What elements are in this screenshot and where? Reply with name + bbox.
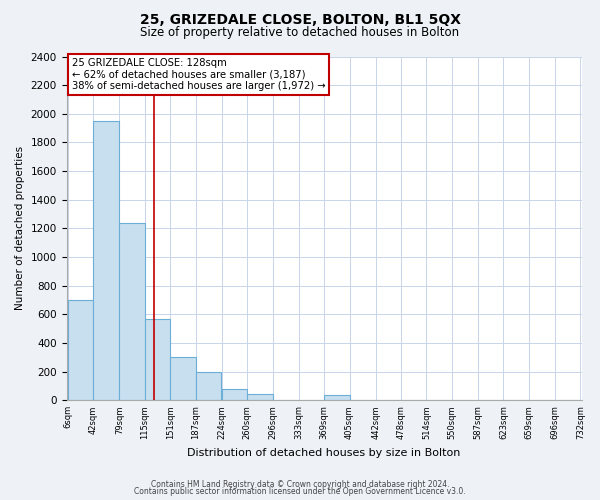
Text: Contains HM Land Registry data © Crown copyright and database right 2024.: Contains HM Land Registry data © Crown c… xyxy=(151,480,449,489)
Text: Contains public sector information licensed under the Open Government Licence v3: Contains public sector information licen… xyxy=(134,488,466,496)
Text: 25, GRIZEDALE CLOSE, BOLTON, BL1 5QX: 25, GRIZEDALE CLOSE, BOLTON, BL1 5QX xyxy=(139,12,461,26)
Bar xyxy=(222,389,247,400)
Bar xyxy=(94,121,119,400)
Bar xyxy=(170,358,196,401)
Text: 25 GRIZEDALE CLOSE: 128sqm
← 62% of detached houses are smaller (3,187)
38% of s: 25 GRIZEDALE CLOSE: 128sqm ← 62% of deta… xyxy=(71,58,325,92)
Y-axis label: Number of detached properties: Number of detached properties xyxy=(15,146,25,310)
X-axis label: Distribution of detached houses by size in Bolton: Distribution of detached houses by size … xyxy=(187,448,461,458)
Text: Size of property relative to detached houses in Bolton: Size of property relative to detached ho… xyxy=(140,26,460,39)
Bar xyxy=(119,224,145,400)
Bar xyxy=(324,396,350,400)
Bar xyxy=(196,372,221,400)
Bar xyxy=(247,394,272,400)
Bar xyxy=(145,318,170,400)
Bar xyxy=(68,300,94,400)
